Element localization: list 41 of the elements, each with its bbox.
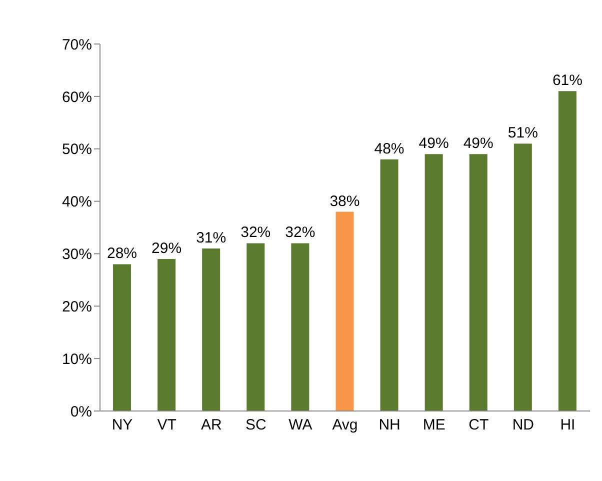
data-label: 61% — [552, 72, 582, 90]
y-tick-label: 50% — [62, 141, 92, 158]
bar — [469, 154, 488, 411]
data-label: 51% — [508, 124, 538, 142]
x-tick-label: ME — [422, 416, 446, 434]
data-label: 28% — [106, 245, 138, 262]
bar — [113, 264, 131, 411]
data-label: 32% — [285, 224, 316, 242]
data-label: 29% — [152, 240, 182, 257]
y-tick-label: 20% — [62, 298, 92, 316]
x-tick-label: WA — [288, 416, 312, 434]
data-label: 49% — [463, 135, 494, 152]
data-label: 48% — [374, 140, 404, 158]
x-tick-label: NY — [112, 416, 133, 434]
bar — [246, 243, 265, 411]
x-tick-label: VT — [157, 416, 176, 434]
y-tick-label: 70% — [62, 36, 92, 54]
data-label: 49% — [418, 135, 449, 152]
bar — [291, 243, 310, 411]
y-tick-label: 10% — [62, 350, 92, 368]
data-label: 31% — [196, 229, 226, 246]
bar — [158, 258, 176, 411]
x-tick-label: AR — [200, 416, 222, 434]
x-tick-label: ND — [512, 416, 534, 434]
data-label: 32% — [240, 224, 271, 242]
bar — [424, 154, 443, 411]
data-label: 38% — [330, 192, 360, 210]
x-tick-label: HI — [560, 416, 576, 434]
bar — [336, 212, 354, 411]
y-tick-label: 60% — [62, 88, 92, 106]
bar — [202, 248, 220, 411]
bar — [514, 144, 532, 411]
bar — [558, 91, 576, 411]
y-tick-label: 40% — [62, 194, 92, 211]
x-tick-label: CT — [468, 416, 489, 434]
bar — [380, 159, 398, 411]
y-tick-label: 0% — [70, 403, 92, 420]
y-tick-label: 30% — [62, 246, 92, 264]
x-tick-label: SC — [245, 416, 266, 434]
x-tick-label: NH — [378, 416, 400, 434]
x-tick-label: Avg — [332, 416, 358, 434]
